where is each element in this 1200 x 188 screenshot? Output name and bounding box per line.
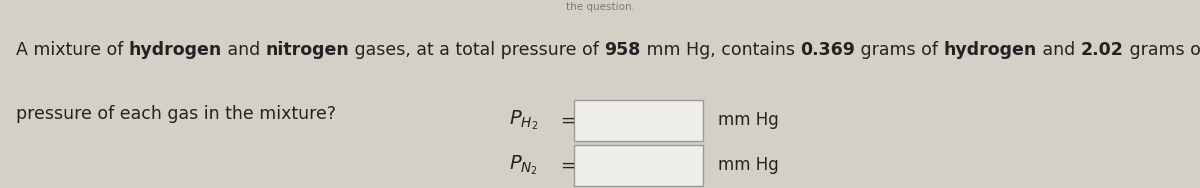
Text: 2.02: 2.02 xyxy=(1081,41,1123,59)
Text: grams of: grams of xyxy=(856,41,944,59)
Text: nitrogen: nitrogen xyxy=(265,41,349,59)
FancyBboxPatch shape xyxy=(574,100,703,141)
Text: A mixture of: A mixture of xyxy=(16,41,128,59)
Text: mm Hg: mm Hg xyxy=(718,111,779,129)
Text: 0.369: 0.369 xyxy=(800,41,856,59)
Text: and: and xyxy=(1037,41,1081,59)
Text: the question.: the question. xyxy=(565,2,635,12)
Text: $P_{N_2}$: $P_{N_2}$ xyxy=(509,154,538,177)
Text: $P_{H_2}$: $P_{H_2}$ xyxy=(509,108,538,132)
Text: grams of: grams of xyxy=(1123,41,1200,59)
Text: gases, at a total pressure of: gases, at a total pressure of xyxy=(349,41,605,59)
Text: pressure of each gas in the mixture?: pressure of each gas in the mixture? xyxy=(16,105,336,123)
Text: =: = xyxy=(560,156,576,174)
Text: hydrogen: hydrogen xyxy=(944,41,1037,59)
Text: mm Hg, contains: mm Hg, contains xyxy=(641,41,800,59)
FancyBboxPatch shape xyxy=(574,145,703,186)
Text: =: = xyxy=(560,111,576,129)
Text: and: and xyxy=(222,41,265,59)
Text: hydrogen: hydrogen xyxy=(128,41,222,59)
Text: 958: 958 xyxy=(605,41,641,59)
Text: mm Hg: mm Hg xyxy=(718,156,779,174)
